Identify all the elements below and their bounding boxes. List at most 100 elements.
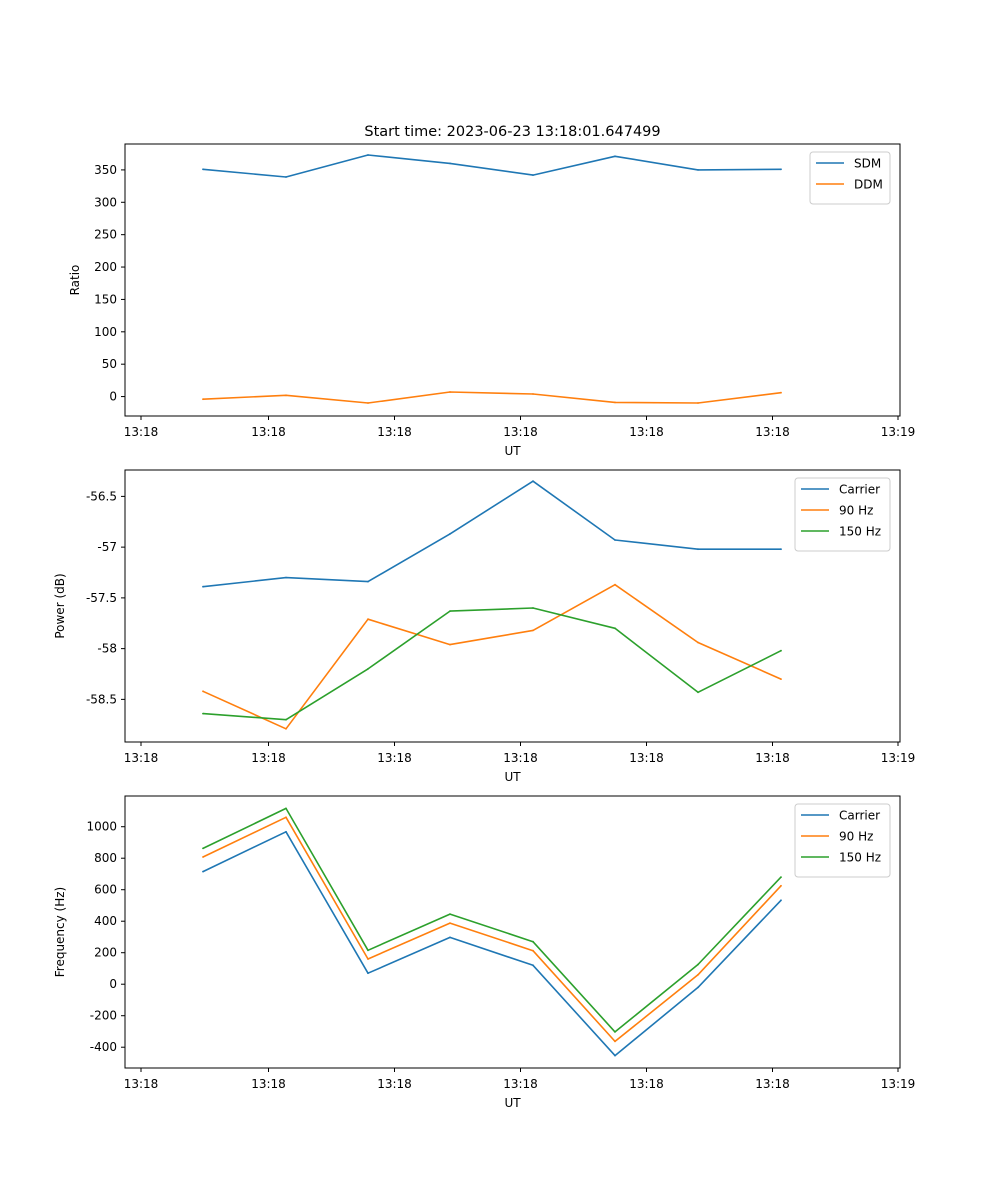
legend: Carrier 90 Hz 150 Hz [794,477,891,552]
data-point-150-hz [367,949,369,952]
data-point-ddm [367,402,369,404]
data-point-90-hz [449,643,451,646]
data-point-150-hz [780,876,782,878]
series-line-carrier [202,830,782,1057]
data-point-carrier [614,1054,616,1057]
data-point-carrier [285,830,287,833]
data-point-sdm [614,155,616,158]
y-tick-label: 100 [94,325,117,339]
axes-frame [124,795,901,1069]
data-point-90-hz [367,618,369,621]
y-tick-label: 350 [94,163,117,177]
legend-label-sdm: SDM [854,157,881,171]
data-point-150-hz [367,668,369,670]
data-point-ddm [285,394,287,397]
x-tick-label: 13:18 [124,425,159,439]
x-axis-label: UT [504,1096,521,1110]
x-tick-label: 13:18 [251,1077,286,1091]
y-axis-label: Frequency (Hz) [53,887,67,978]
chart-panel-2: 13:18 13:18 13:18 13:18 13:18 13:18 13:19 -56.5… [53,469,916,784]
x-tick-label: 13:18 [377,751,412,765]
data-point-carrier [367,972,369,975]
data-point-carrier [449,533,451,535]
x-tick-label: 13:19 [881,425,916,439]
x-tick-label: 13:18 [251,751,286,765]
series-line-150-hz [202,607,782,721]
x-tick-label: 13:18 [629,1077,664,1091]
x-tick-label: 13:18 [629,751,664,765]
x-tick-label: 13:18 [755,751,790,765]
data-point-90-hz [532,949,534,952]
data-point-ddm [449,391,451,393]
x-tick-label: 13:18 [755,425,790,439]
data-point-carrier [780,899,782,902]
data-point-ddm [780,391,782,394]
data-point-carrier [202,585,204,588]
data-point-carrier [532,964,534,967]
data-point-150-hz [532,940,534,943]
data-point-90-hz [285,727,287,730]
y-tick-label: -200 [90,1009,117,1023]
data-point-90-hz [202,856,204,858]
data-point-carrier [697,548,699,551]
x-tick-label: 13:19 [881,751,916,765]
x-axis-label: UT [504,444,521,458]
x-tick-label: 13:18 [755,1077,790,1091]
data-point-150-hz [614,627,616,630]
legend-label-90-hz: 90 Hz [839,504,873,518]
data-point-150-hz [285,718,287,721]
y-tick-label: -56.5 [86,489,117,503]
data-point-150-hz [780,649,782,652]
chart-panel-1: 13:18 13:18 13:18 13:18 13:18 13:18 13:19 0 50 10… [68,143,916,458]
y-tick-label: -58 [97,642,117,656]
y-tick-label: -57 [97,540,117,554]
data-point-90-hz [697,973,699,976]
x-tick-label: 13:19 [881,1077,916,1091]
series-line-90-hz [202,583,782,730]
data-point-carrier [532,480,534,483]
data-point-90-hz [532,629,534,632]
data-point-carrier [202,870,204,873]
x-tick-label: 13:18 [629,425,664,439]
y-tick-label: 200 [94,946,117,960]
legend: Carrier 90 Hz 150 Hz [794,803,891,878]
data-point-90-hz [780,884,782,887]
y-tick-label: -400 [90,1040,117,1054]
data-point-carrier [614,539,616,541]
data-point-90-hz [449,922,451,924]
series-line-sdm [202,154,782,178]
legend-label-150-hz: 150 Hz [839,851,881,865]
x-tick-label: 13:18 [124,1077,159,1091]
y-tick-label: 50 [102,357,117,371]
data-point-150-hz [449,913,451,915]
data-point-90-hz [614,583,616,586]
data-point-90-hz [697,641,699,644]
data-point-90-hz [614,1040,616,1043]
x-tick-label: 13:18 [124,751,159,765]
data-point-90-hz [202,690,204,693]
data-point-sdm [285,176,287,178]
y-tick-label: 200 [94,260,117,274]
y-tick-label: 0 [109,390,117,404]
series-line-90-hz [202,816,782,1043]
data-point-sdm [697,169,699,171]
data-point-150-hz [697,691,699,694]
legend-box [794,477,891,552]
data-point-ddm [202,398,204,401]
y-tick-label: 400 [94,914,117,928]
data-point-carrier [697,986,699,989]
data-point-sdm [202,168,204,171]
data-point-carrier [285,576,287,579]
x-tick-label: 13:18 [503,425,538,439]
y-tick-label: 250 [94,228,117,242]
series-line-150-hz [202,807,782,1033]
data-point-150-hz [449,610,451,612]
data-point-sdm [780,168,782,171]
legend: SDM DDM [809,151,891,205]
data-point-150-hz [202,712,204,715]
x-tick-label: 13:18 [251,425,286,439]
figure-title: Start time: 2023-06-23 13:18:01.647499 [364,124,660,140]
data-point-150-hz [614,1031,616,1033]
data-point-90-hz [367,958,369,960]
